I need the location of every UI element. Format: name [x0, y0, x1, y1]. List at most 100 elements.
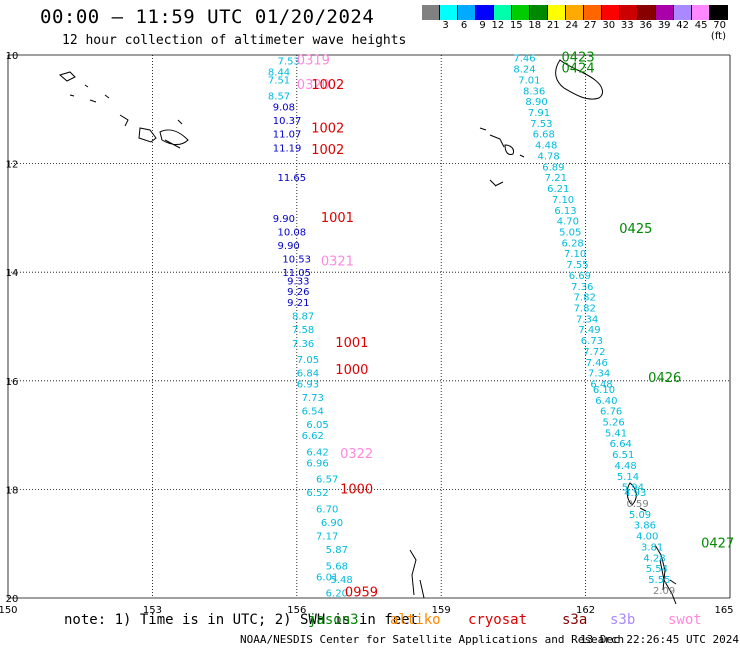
legend-label: 15 [509, 20, 523, 31]
legend-label: 45 [694, 20, 708, 31]
swh-value-label: 11.07 [273, 130, 302, 141]
legend-swatch [548, 5, 566, 20]
legend-label: 18 [528, 20, 542, 31]
swh-value-label: 6.93 [297, 380, 319, 391]
legend-label: 30 [602, 20, 616, 31]
swh-value-label: 5.48 [330, 575, 352, 586]
legend-swatch [512, 5, 530, 20]
lon-tick-label: 159 [432, 605, 451, 616]
legend-swatch [656, 5, 674, 20]
swh-value-label: 7.34 [588, 369, 610, 380]
swh-value-label: 4.48 [614, 461, 636, 472]
swh-value-label: 4.28 [643, 553, 665, 564]
swh-value-label: 6.62 [302, 431, 324, 442]
swh-value-label: 7.53 [530, 119, 552, 130]
swh-value-label: 7.55 [566, 260, 588, 271]
legend-label: 9 [479, 20, 486, 31]
lon-tick-label: 156 [287, 605, 306, 616]
lat-tick-label: 12 [6, 160, 19, 171]
swh-value-label: 9.08 [273, 103, 295, 114]
legend-swatch [692, 5, 710, 20]
swh-value-label: 4.48 [535, 141, 557, 152]
legend-swatch [458, 5, 476, 20]
swh-value-label: 6.01 [316, 572, 338, 583]
swh-value-label: 3.86 [634, 521, 656, 532]
swh-value-label: 4.00 [636, 532, 658, 543]
swh-value-label: 7.36 [571, 282, 593, 293]
swh-value-label: 6.13 [554, 206, 576, 217]
swh-value-label: 7.46 [586, 358, 608, 369]
swh-value-label: 0.59 [627, 499, 649, 510]
lat-tick-label: 18 [6, 485, 19, 496]
satellite-altiko: altiko [390, 612, 441, 628]
swh-value-label: 10.53 [282, 255, 311, 266]
legend-swatch [674, 5, 692, 20]
swh-value-label: 9.90 [273, 214, 295, 225]
swh-value-label: 7.58 [292, 325, 314, 336]
time-stamp-label: 0426 [648, 371, 681, 386]
swh-value-label: 5.94 [622, 483, 644, 494]
coastline-marianas [58, 71, 189, 149]
lon-tick-label: 165 [714, 605, 733, 616]
legend-swatch [602, 5, 620, 20]
credit-text: NOAA/NESDIS Center for Satellite Applica… [240, 633, 625, 646]
swh-value-label: 6.73 [581, 336, 603, 347]
time-stamp-label: 1002 [311, 121, 344, 136]
swh-value-label: 7.82 [574, 303, 596, 314]
swh-value-label: 9.26 [287, 287, 309, 298]
swh-value-label: 11.19 [273, 143, 302, 154]
swh-value-label: 7.49 [578, 325, 600, 336]
swh-value-label: 6.21 [547, 184, 569, 195]
swh-value-label: 6.84 [297, 369, 319, 380]
lat-tick-label: 16 [6, 377, 19, 388]
legend-labels: 3 6 9 12 15 18 21 24 27 30 33 36 39 42 45 70 (ft) [422, 20, 728, 42]
swh-value-label: 5.87 [326, 545, 348, 556]
swh-value-label: 11.65 [278, 173, 307, 184]
lon-tick-label: 153 [143, 605, 162, 616]
swh-value-label: 7.17 [316, 532, 338, 543]
swh-value-label: 6.28 [562, 238, 584, 249]
legend-label: 70 (ft) [710, 20, 726, 42]
legend-label: 27 [583, 20, 597, 31]
swh-value-label: 6.89 [542, 162, 564, 173]
swh-value-label: 7.05 [297, 355, 319, 366]
swh-value-label: 6.42 [306, 447, 328, 458]
swh-value-label: 5.55 [648, 575, 670, 586]
legend-label: 6 [460, 20, 468, 31]
swh-value-label: 3.81 [641, 542, 663, 553]
swh-value-label: 8.87 [292, 312, 314, 323]
swh-value-label: 7.91 [528, 108, 550, 119]
time-stamp-label: 0427 [701, 537, 734, 552]
swh-value-label: 6.20 [326, 589, 348, 600]
swh-value-label: 6.40 [595, 396, 617, 407]
legend-label: 36 [639, 20, 653, 31]
swh-value-label: 9.90 [278, 241, 300, 252]
swh-value-label: 10.37 [273, 116, 302, 127]
swh-value-label: 5.68 [326, 561, 348, 572]
lat-tick-label: 14 [6, 268, 19, 279]
swh-value-label: 5.41 [605, 428, 627, 439]
time-stamp-label: 1002 [311, 78, 344, 93]
coastline-islands-east [409, 59, 677, 605]
legend-label: 39 [657, 20, 671, 31]
lat-tick-label: 10 [6, 51, 19, 62]
swh-value-label: 6.70 [316, 504, 338, 515]
swh-value-label: 8.24 [513, 65, 535, 76]
lat-tick-label: 20 [6, 594, 19, 605]
swh-value-label: 6.57 [316, 475, 338, 486]
legend-swatch [530, 5, 548, 20]
legend-label: 3 [442, 20, 449, 31]
time-stamp-label: 1002 [311, 143, 344, 158]
swh-value-label: 9.33 [287, 276, 309, 287]
legend-swatch [476, 5, 494, 20]
swh-value-label: 6.54 [302, 407, 324, 418]
swh-value-label: 6.64 [610, 439, 632, 450]
legend-swatch [440, 5, 458, 20]
swh-value-label: 7.82 [574, 293, 596, 304]
time-stamp-label: 1001 [321, 211, 354, 226]
swh-value-label: 5.14 [617, 472, 639, 483]
time-stamp-label: 1001 [335, 336, 368, 351]
swh-value-label: 5.26 [602, 418, 624, 429]
legend-label: 24 [565, 20, 579, 31]
